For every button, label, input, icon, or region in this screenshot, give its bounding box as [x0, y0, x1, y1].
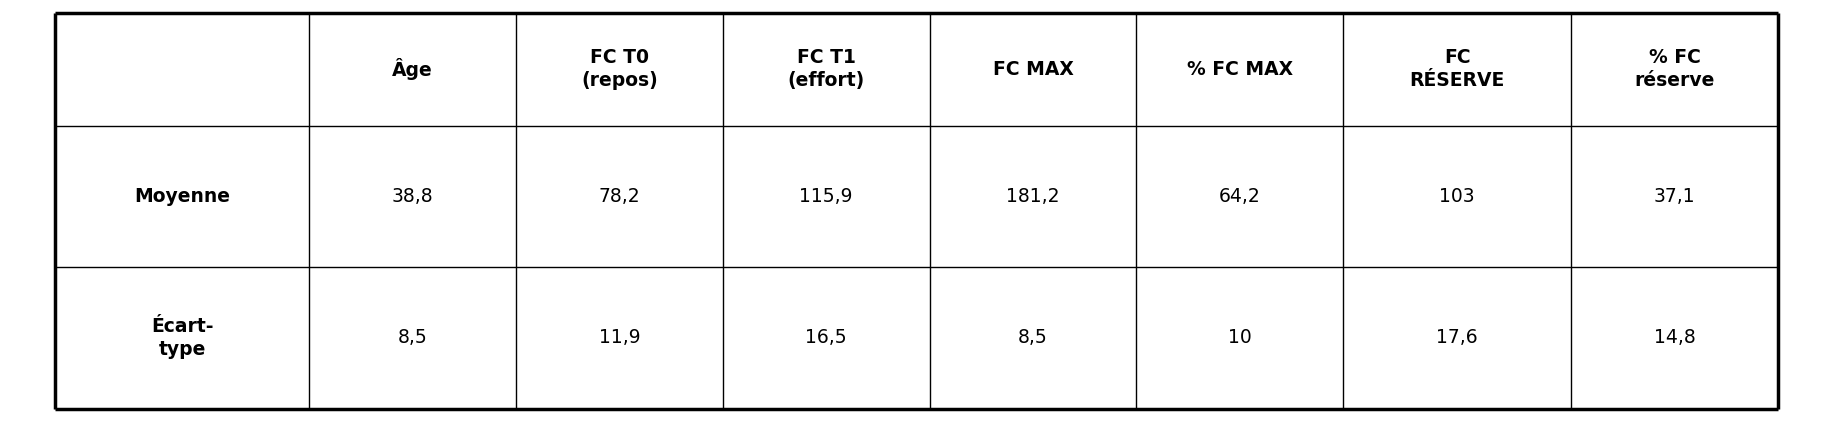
- Bar: [310, 267, 515, 409]
- Text: 16,5: 16,5: [804, 328, 846, 347]
- Text: Moyenne: Moyenne: [134, 187, 231, 206]
- Text: 103: 103: [1438, 187, 1475, 206]
- Text: 181,2: 181,2: [1006, 187, 1059, 206]
- Bar: [1343, 267, 1570, 409]
- Bar: [1570, 126, 1777, 267]
- Bar: [55, 126, 310, 267]
- Bar: [515, 13, 722, 126]
- Text: 11,9: 11,9: [599, 328, 639, 347]
- Text: 8,5: 8,5: [1017, 328, 1048, 347]
- Bar: [1136, 126, 1343, 267]
- Bar: [722, 126, 929, 267]
- Bar: [515, 267, 722, 409]
- Text: 78,2: 78,2: [599, 187, 639, 206]
- Bar: [310, 13, 515, 126]
- Text: 37,1: 37,1: [1652, 187, 1695, 206]
- Text: FC MAX: FC MAX: [993, 60, 1074, 78]
- Bar: [1136, 13, 1343, 126]
- Text: Âge: Âge: [392, 58, 432, 80]
- Text: 38,8: 38,8: [392, 187, 432, 206]
- Text: 14,8: 14,8: [1652, 328, 1695, 347]
- Bar: [1570, 13, 1777, 126]
- Text: 115,9: 115,9: [799, 187, 852, 206]
- Text: Écart-
type: Écart- type: [150, 316, 213, 359]
- Bar: [1570, 267, 1777, 409]
- Bar: [929, 126, 1136, 267]
- Text: % FC
réserve: % FC réserve: [1634, 48, 1715, 90]
- Bar: [310, 126, 515, 267]
- Bar: [55, 13, 310, 126]
- Text: 64,2: 64,2: [1218, 187, 1260, 206]
- Text: FC T1
(effort): FC T1 (effort): [788, 48, 865, 90]
- Bar: [929, 13, 1136, 126]
- Bar: [929, 267, 1136, 409]
- Text: FC
RÉSERVE: FC RÉSERVE: [1409, 48, 1504, 90]
- Bar: [515, 126, 722, 267]
- Bar: [722, 13, 929, 126]
- Bar: [55, 267, 310, 409]
- Text: FC T0
(repos): FC T0 (repos): [581, 48, 658, 90]
- Bar: [722, 267, 929, 409]
- Bar: [1343, 13, 1570, 126]
- Bar: [1343, 126, 1570, 267]
- Text: % FC MAX: % FC MAX: [1185, 60, 1292, 78]
- Text: 8,5: 8,5: [398, 328, 427, 347]
- Text: 10: 10: [1227, 328, 1251, 347]
- Bar: [1136, 267, 1343, 409]
- Text: 17,6: 17,6: [1436, 328, 1477, 347]
